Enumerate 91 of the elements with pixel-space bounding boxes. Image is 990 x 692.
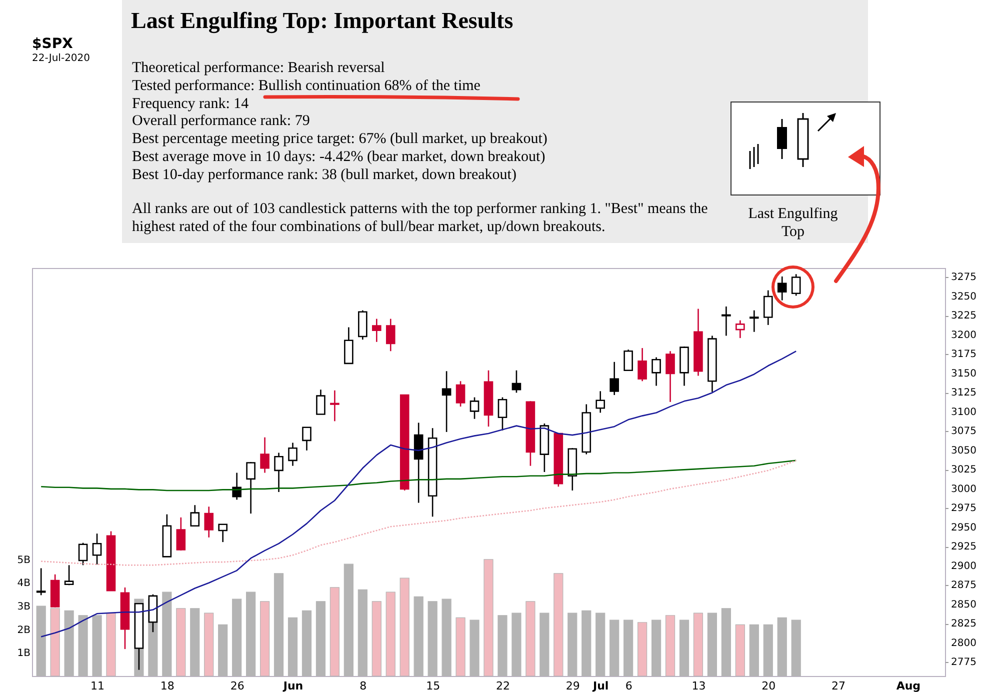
text: All ranks are out of 103 candlestick patterns with the top performer ranking 1. "Best" means the highest rated of the four combinations of bull/bear market, up/down breakouts. [132,200,709,236]
text: Overall performance rank: 79 [132,112,310,130]
candlestick [442,370,452,433]
candlestick [302,426,312,452]
candlestick [414,422,424,504]
y-tick-label: 3150 [951,368,976,380]
candlestick [36,568,46,596]
candlestick [777,276,787,301]
candlestick [330,390,340,422]
text: Last Engulfing Top: Important Results [131,8,514,34]
candlestick [64,564,74,586]
y-tick-label: 3250 [951,291,976,302]
candlestick [722,306,731,336]
candlestick [652,356,661,386]
y-tick-label: 2950 [951,522,976,534]
y-tick-label: 3225 [951,310,976,322]
y-tick-label: 2875 [951,580,976,592]
y-tick-label: 3000 [951,484,976,495]
candlestick [190,504,200,527]
y-tick-label: 3025 [951,464,976,476]
candlestick [750,310,759,333]
candlestick [596,390,606,414]
y2-tick-label: 2B [17,624,31,636]
candlestick [624,348,633,372]
candlestick [638,347,647,382]
y-tick-label: 3050 [951,445,976,456]
y2-tick-label: 1B [17,648,31,660]
y-tick-label: 2975 [951,503,976,514]
candlestick [372,318,382,343]
candlestick [316,388,326,415]
candlestick [386,318,396,352]
y2-tick-label: 4B [17,578,31,590]
candlestick [232,472,242,500]
candlestick [78,542,88,566]
chart-title: $SPX [32,36,73,52]
x-tick-label: 8 [360,680,367,692]
candlestick [274,452,284,493]
candlestick [204,506,214,538]
text: Last Engulfing Top [747,205,839,241]
candlestick [610,361,619,396]
y-tick-label: 3275 [951,272,976,284]
candlestick [763,290,773,326]
line-series [40,460,797,566]
x-tick-label: 27 [832,680,846,692]
candlestick [456,380,466,408]
x-tick-label: 22 [496,680,510,692]
x-tick-label: Jun [282,680,304,692]
x-tick-label: Jul [592,680,609,692]
text: Best 10-day performance rank: 38 (bull market, down breakout) [132,166,516,184]
candlestick [791,274,801,296]
x-tick-label: 20 [762,680,776,692]
y-tick-label: 2925 [951,542,976,553]
y-tick-label: 2900 [951,560,976,572]
y2-tick-label: 3B [17,602,31,613]
x-tick-label: 11 [90,680,105,692]
y-tick-label: 2775 [951,657,976,668]
line-series [40,350,797,638]
y-tick-label: 2850 [951,599,976,610]
text: Best average move in 10 days: -4.42% (bear market, down breakout) [132,148,546,166]
candlestick [344,326,354,364]
x-tick-label: 29 [566,680,580,692]
text: Best percentage meeting price target: 67% (bull market, up breakout) [132,130,548,148]
candlestick [666,350,675,403]
candlestick [470,396,480,420]
candlestick [218,524,228,543]
y-tick-label: 3125 [951,388,976,399]
text: Frequency rank: 14 [132,94,249,113]
candlestick [736,320,745,339]
candlestick [498,396,508,432]
y-tick-label: 2800 [951,638,976,649]
y-tick-label: 3100 [951,406,976,418]
chart-subtitle: 22-Jul-2020 [32,53,90,64]
y-tick-label: 3200 [951,330,976,341]
x-tick-label: 18 [160,680,174,692]
text: Theoretical performance: Bearish reversal [132,59,385,77]
candlestick [288,442,298,466]
x-tick-label: 15 [426,680,440,692]
y-tick-label: 3075 [951,426,976,438]
y2-tick-label: 5B [17,554,31,566]
y-tick-label: 3175 [951,349,976,360]
candlestick [512,370,522,394]
x-tick-label: 26 [230,680,244,692]
x-tick-label: Aug [896,680,921,692]
candlestick [260,436,270,474]
candlestick [176,516,186,552]
candlestick [246,461,256,514]
candlestick [92,532,102,566]
x-tick-label: 13 [692,680,706,692]
y-tick-label: 2825 [951,618,976,630]
text: Tested performance: Bullish continuation 68% of the time [132,76,480,95]
x-tick-label: 6 [625,680,632,692]
